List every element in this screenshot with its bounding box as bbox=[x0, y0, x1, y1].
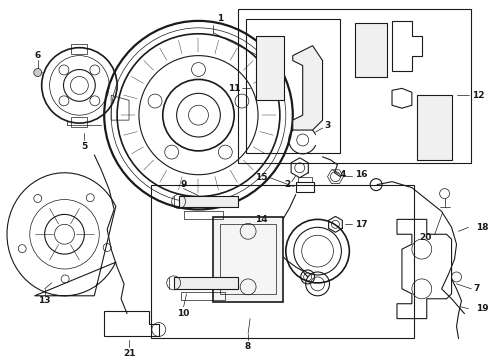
Polygon shape bbox=[293, 46, 322, 130]
Bar bbox=[173, 277, 238, 289]
Bar bbox=[220, 224, 276, 294]
Bar bbox=[151, 185, 414, 338]
Text: 9: 9 bbox=[180, 180, 187, 189]
Text: 12: 12 bbox=[472, 91, 485, 100]
Text: 17: 17 bbox=[355, 220, 368, 229]
Text: 1: 1 bbox=[217, 14, 223, 23]
Text: 6: 6 bbox=[35, 51, 41, 60]
Text: 16: 16 bbox=[355, 170, 368, 179]
Bar bbox=[72, 117, 87, 127]
Text: 15: 15 bbox=[255, 173, 268, 182]
Bar bbox=[181, 292, 225, 300]
Bar bbox=[417, 95, 452, 160]
Circle shape bbox=[34, 68, 42, 76]
Bar bbox=[246, 19, 341, 153]
Bar bbox=[298, 177, 312, 182]
Bar bbox=[355, 23, 387, 77]
Bar bbox=[213, 217, 283, 302]
Text: 18: 18 bbox=[476, 223, 489, 232]
Text: 14: 14 bbox=[255, 215, 268, 224]
Bar bbox=[256, 36, 284, 100]
Bar bbox=[238, 9, 471, 163]
Bar bbox=[179, 195, 238, 207]
Text: 20: 20 bbox=[419, 233, 432, 242]
Text: 7: 7 bbox=[473, 284, 480, 293]
Text: 3: 3 bbox=[324, 121, 331, 130]
Text: 19: 19 bbox=[476, 304, 489, 313]
Text: 10: 10 bbox=[177, 309, 190, 318]
Text: 13: 13 bbox=[38, 296, 51, 305]
Text: 8: 8 bbox=[245, 342, 251, 351]
Text: 2: 2 bbox=[285, 180, 291, 189]
Text: 5: 5 bbox=[81, 143, 88, 152]
Text: 11: 11 bbox=[228, 84, 240, 93]
Text: 4: 4 bbox=[339, 170, 345, 179]
Bar bbox=[296, 182, 314, 192]
Bar bbox=[184, 211, 223, 219]
Bar bbox=[72, 44, 87, 54]
Text: 21: 21 bbox=[123, 349, 135, 358]
